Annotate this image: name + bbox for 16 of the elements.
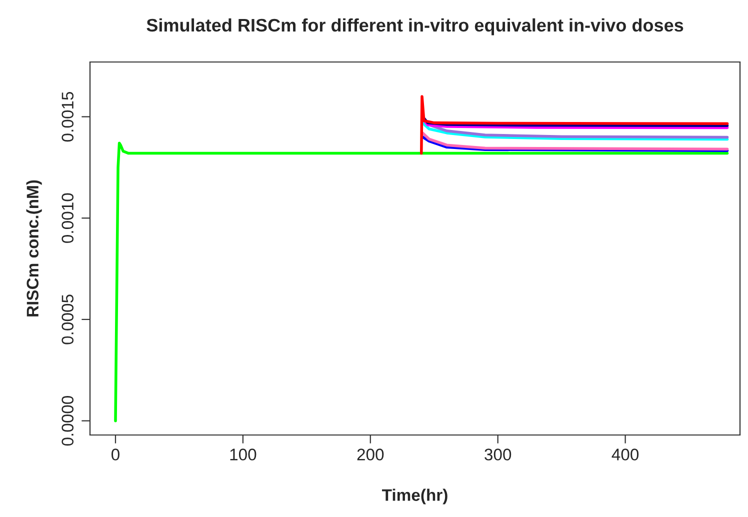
x-tick-label: 300 [484,448,512,460]
y-tick-label: 0.0000 [62,396,74,446]
y-axis-title: RISCm conc.(nM) [26,180,42,316]
chart-title: Simulated RISCm for different in-vitro equivalent in-vivo doses [146,18,684,36]
x-axis-title: Time(hr) [382,488,448,504]
y-tick-label: 0.0005 [62,294,74,344]
line-series [114,142,729,422]
y-tick-label: 0.0010 [62,193,74,243]
x-tick-label: 400 [612,448,639,460]
y-tick-label: 0.0015 [62,92,74,142]
line-series [421,132,729,151]
x-tick-label: 0 [112,448,120,460]
line-series [421,121,729,141]
x-tick-label: 200 [357,448,384,460]
line-series [420,95,729,155]
x-tick-label: 100 [230,448,256,460]
